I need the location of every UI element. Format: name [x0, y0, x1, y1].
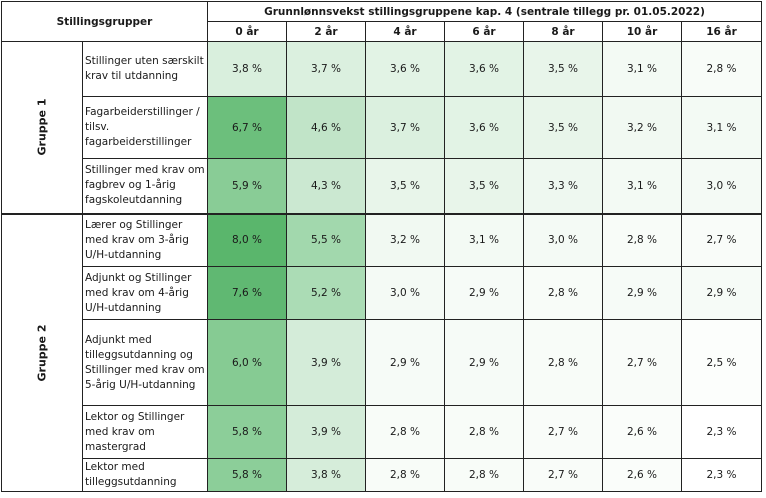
value-cell: 3,1 % — [602, 158, 682, 214]
value-cell: 3,0 % — [681, 158, 762, 214]
position-description: Fagarbeiderstillinger / tilsv. fagarbeid… — [82, 96, 208, 159]
value-cell: 2,3 % — [681, 405, 762, 459]
group-label: Gruppe 1 — [35, 98, 49, 156]
table-row: Fagarbeiderstillinger / tilsv. fagarbeid… — [2, 96, 762, 159]
wage-growth-table: Stillingsgrupper Grunnlønnsvekst stillin… — [1, 1, 762, 492]
year-header: 8 år — [523, 21, 603, 42]
value-cell: 2,9 % — [681, 266, 762, 320]
value-cell: 5,5 % — [286, 212, 366, 267]
value-cell: 3,5 % — [365, 158, 445, 214]
value-cell: 3,3 % — [523, 158, 603, 214]
value-cell: 2,8 % — [365, 458, 445, 492]
group-cell: Gruppe 2 — [1, 212, 83, 492]
value-cell: 3,7 % — [365, 96, 445, 159]
value-cell: 5,8 % — [207, 405, 287, 459]
year-header: 0 år — [207, 21, 287, 42]
group-cell: Gruppe 1 — [1, 41, 83, 214]
value-cell: 3,1 % — [444, 212, 524, 267]
value-cell: 2,7 % — [523, 405, 603, 459]
value-cell: 2,6 % — [602, 405, 682, 459]
value-cell: 2,9 % — [444, 319, 524, 406]
value-cell: 2,8 % — [444, 458, 524, 492]
value-cell: 4,3 % — [286, 158, 366, 214]
table-row: Lektor med tilleggsutdanning 5,8 % 3,8 % 2,… — [2, 458, 762, 492]
value-cell: 2,9 % — [602, 266, 682, 320]
position-description: Stillinger med krav om fagbrev og 1-årig… — [82, 158, 208, 214]
value-cell: 2,8 % — [602, 212, 682, 267]
group-label: Gruppe 2 — [35, 324, 49, 382]
year-header: 16 år — [681, 21, 762, 42]
value-cell: 3,0 % — [365, 266, 445, 320]
year-header: 2 år — [286, 21, 366, 42]
table-row: Gruppe 1 Stillinger uten særskilt krav ti… — [1, 41, 762, 214]
value-cell: 3,2 % — [602, 96, 682, 159]
table-row: Lektor og Stillinger med krav om masterg… — [2, 405, 762, 459]
value-cell: 3,5 % — [444, 158, 524, 214]
year-header: 10 år — [602, 21, 682, 42]
position-description: Adjunkt og Stillinger med krav om 4-årig… — [82, 266, 208, 320]
table-row: Adjunkt og Stillinger med krav om 4-årig… — [2, 266, 762, 320]
value-cell: 3,6 % — [444, 41, 524, 97]
value-cell: 3,5 % — [523, 41, 603, 97]
year-header: 4 år — [365, 21, 445, 42]
corner-header: Stillingsgrupper — [1, 1, 208, 42]
value-cell: 8,0 % — [207, 212, 287, 267]
value-cell: 4,6 % — [286, 96, 366, 159]
position-description: Lærer og Stillinger med krav om 3-årig U… — [82, 212, 208, 267]
value-cell: 3,5 % — [523, 96, 603, 159]
table-row: Stillinger med krav om fagbrev og 1-årig… — [2, 158, 762, 214]
value-cell: 3,7 % — [286, 41, 366, 97]
value-cell: 3,6 % — [444, 96, 524, 159]
table-body: Gruppe 1 Stillinger uten særskilt krav ti… — [1, 41, 762, 492]
value-cell: 2,5 % — [681, 319, 762, 406]
value-cell: 3,1 % — [602, 41, 682, 97]
position-description: Stillinger uten særskilt krav til utdann… — [82, 41, 208, 97]
value-cell: 5,9 % — [207, 158, 287, 214]
value-cell: 7,6 % — [207, 266, 287, 320]
position-description: Lektor og Stillinger med krav om masterg… — [82, 405, 208, 459]
value-cell: 2,8 % — [523, 319, 603, 406]
value-cell: 2,8 % — [523, 266, 603, 320]
value-cell: 3,2 % — [365, 212, 445, 267]
value-cell: 3,0 % — [523, 212, 603, 267]
value-cell: 2,6 % — [602, 458, 682, 492]
value-cell: 2,8 % — [444, 405, 524, 459]
year-header-row: 0 år 2 år 4 år 6 år 8 år 10 år 16 år — [2, 21, 762, 42]
value-cell: 3,9 % — [286, 319, 366, 406]
value-cell: 2,7 % — [523, 458, 603, 492]
value-cell: 2,7 % — [681, 212, 762, 267]
value-cell: 2,8 % — [681, 41, 762, 97]
value-cell: 6,0 % — [207, 319, 287, 406]
value-cell: 6,7 % — [207, 96, 287, 159]
year-header: 6 år — [444, 21, 524, 42]
value-cell: 2,9 % — [365, 319, 445, 406]
position-description: Lektor med tilleggsutdanning — [82, 458, 208, 492]
value-cell: 5,8 % — [207, 458, 287, 492]
value-cell: 3,6 % — [365, 41, 445, 97]
value-cell: 3,9 % — [286, 405, 366, 459]
value-cell: 2,3 % — [681, 458, 762, 492]
value-cell: 2,7 % — [602, 319, 682, 406]
value-cell: 5,2 % — [286, 266, 366, 320]
value-cell: 3,1 % — [681, 96, 762, 159]
value-cell: 2,9 % — [444, 266, 524, 320]
value-cell: 3,8 % — [286, 458, 366, 492]
table-row: Gruppe 2 Lærer og Stillinger med krav om … — [1, 212, 762, 492]
position-description: Adjunkt med tilleggsutdanning og Stillin… — [82, 319, 208, 406]
table-row: Adjunkt med tilleggsutdanning og Stillin… — [2, 319, 762, 406]
value-cell: 2,8 % — [365, 405, 445, 459]
value-cell: 3,8 % — [207, 41, 287, 97]
table-title: Grunnlønnsvekst stillingsgruppene kap. 4… — [207, 1, 762, 22]
